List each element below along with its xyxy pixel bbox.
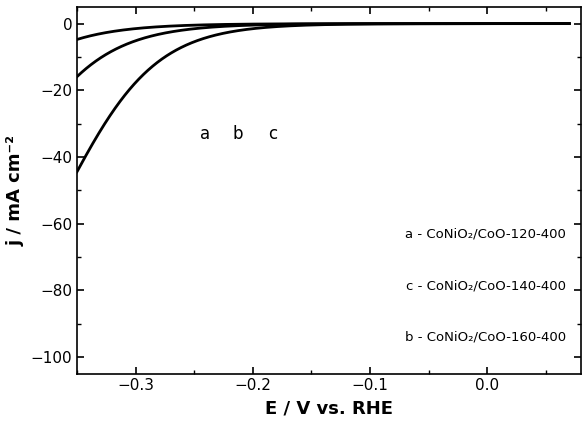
Text: c: c: [268, 125, 278, 142]
Text: b - CoNiO₂/CoO-160-400: b - CoNiO₂/CoO-160-400: [405, 330, 566, 343]
Text: a: a: [200, 125, 210, 142]
Y-axis label: j / mA cm⁻²: j / mA cm⁻²: [7, 135, 25, 246]
Text: b: b: [232, 125, 243, 142]
Text: c - CoNiO₂/CoO-140-400: c - CoNiO₂/CoO-140-400: [406, 279, 566, 292]
X-axis label: E / V vs. RHE: E / V vs. RHE: [265, 399, 393, 417]
Text: a - CoNiO₂/CoO-120-400: a - CoNiO₂/CoO-120-400: [405, 228, 566, 241]
